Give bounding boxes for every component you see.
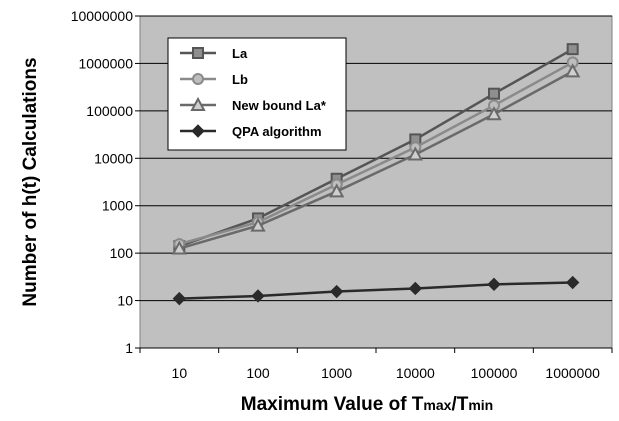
series-line: [178, 48, 574, 248]
x-tick-label: 100: [246, 365, 270, 381]
series-layer: [171, 43, 581, 306]
data-point: [564, 63, 581, 78]
x-axis-label: Maximum Value of Tmax/Tmin: [241, 394, 493, 415]
y-tick-label: 10000000: [71, 8, 134, 24]
data-point: [566, 43, 579, 56]
legend: La Lb New bound La* QPA algorithm: [167, 37, 347, 151]
data-point: [488, 87, 500, 100]
series-4: [172, 275, 580, 306]
legend-item: New bound La*: [180, 96, 327, 113]
data-point: [172, 291, 187, 306]
legend-marker: [190, 96, 206, 111]
legend-label: Lb: [232, 72, 248, 87]
y-tick-label: 10: [117, 293, 133, 309]
data-point: [171, 240, 188, 255]
x-axis-label-mid: /T: [451, 394, 468, 415]
x-tick-label: 10: [172, 365, 188, 381]
y-tick-label: 1: [125, 340, 133, 356]
legend-marker: [192, 73, 204, 85]
x-axis-label-sub2: min: [468, 397, 493, 413]
legend-item: QPA algorithm: [180, 124, 322, 139]
data-point: [250, 217, 266, 232]
legend-label: La: [232, 46, 248, 61]
data-point: [486, 106, 502, 121]
x-axis-label-sub1: max: [423, 397, 451, 413]
data-point: [565, 275, 580, 290]
x-tick-label: 1000000: [545, 365, 600, 381]
legend-marker: [191, 124, 205, 138]
series-line: [179, 281, 573, 300]
series-line: [178, 61, 574, 246]
y-tick-labels: 1 10 100 1000 10000 100000 1000000 10000000: [71, 8, 134, 356]
legend-item: Lb: [180, 72, 248, 87]
y-tick-label: 100000: [86, 103, 133, 119]
legend-item: La: [180, 46, 248, 61]
y-tick-label: 1000: [102, 198, 133, 214]
data-point: [251, 289, 265, 303]
x-axis-label-prefix: Maximum Value of T: [241, 394, 424, 415]
data-point: [328, 183, 345, 198]
legend-label: QPA algorithm: [232, 124, 322, 139]
data-point: [329, 284, 344, 299]
data-point: [407, 146, 424, 161]
data-point: [487, 277, 501, 292]
series-line: [178, 70, 574, 250]
legend-label: New bound La*: [232, 98, 327, 113]
y-tick-label: 10000: [94, 150, 133, 166]
y-tick-label: 1000000: [78, 55, 133, 71]
legend-marker: [192, 47, 204, 59]
series-3: [171, 63, 581, 255]
data-point: [408, 281, 423, 296]
x-tick-label: 10000: [396, 365, 435, 381]
x-tick-label: 1000: [321, 365, 352, 381]
y-tick-label: 100: [110, 245, 134, 261]
y-axis-label: Number of h(t) Calculations: [20, 57, 41, 306]
x-tick-labels: 10 100 1000 10000 100000 1000000: [139, 348, 613, 381]
x-tick-label: 100000: [471, 365, 518, 381]
